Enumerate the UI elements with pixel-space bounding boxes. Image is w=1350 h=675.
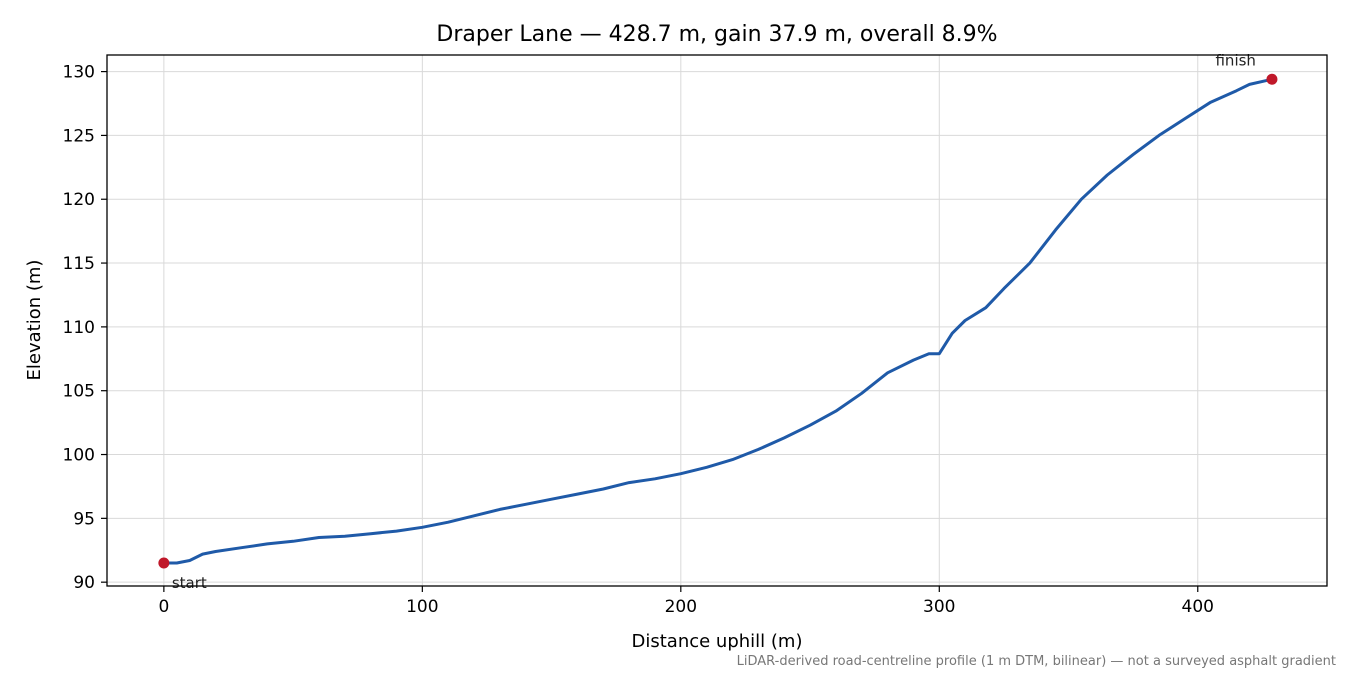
- y-tick-label: 90: [73, 573, 95, 593]
- x-tick-label: 300: [923, 597, 955, 617]
- chart-title: Draper Lane — 428.7 m, gain 37.9 m, over…: [436, 22, 997, 47]
- grid-layer: [107, 55, 1327, 586]
- y-tick-label: 100: [63, 446, 95, 466]
- x-tick-label: 0: [158, 597, 169, 617]
- elevation-line: [162, 77, 1274, 565]
- finish-label: finish: [1215, 51, 1255, 69]
- footnote: LiDAR-derived road-centreline profile (1…: [737, 654, 1336, 669]
- x-tick-label: 200: [665, 597, 697, 617]
- start-marker: [158, 557, 170, 569]
- y-tick-label: 95: [73, 509, 95, 529]
- y-tick-label: 110: [63, 318, 95, 338]
- y-tick-label: 120: [63, 190, 95, 210]
- y-tick-label: 105: [63, 382, 95, 402]
- marker-layer: start finish: [158, 51, 1278, 592]
- x-tick-label: 100: [406, 597, 438, 617]
- plot-frame: [106, 54, 1328, 587]
- tick-layer: 0 100 200 300 400 90 95 100 105 110 115 120 125 130: [63, 63, 1214, 617]
- start-label: start: [172, 574, 207, 592]
- y-tick-label: 115: [63, 254, 95, 274]
- x-axis-label: Distance uphill (m): [632, 631, 803, 652]
- finish-marker: [1266, 73, 1278, 85]
- y-axis-label: Elevation (m): [24, 260, 45, 381]
- x-tick-label: 400: [1182, 597, 1214, 617]
- y-tick-label: 130: [63, 63, 95, 83]
- y-tick-label: 125: [63, 126, 95, 146]
